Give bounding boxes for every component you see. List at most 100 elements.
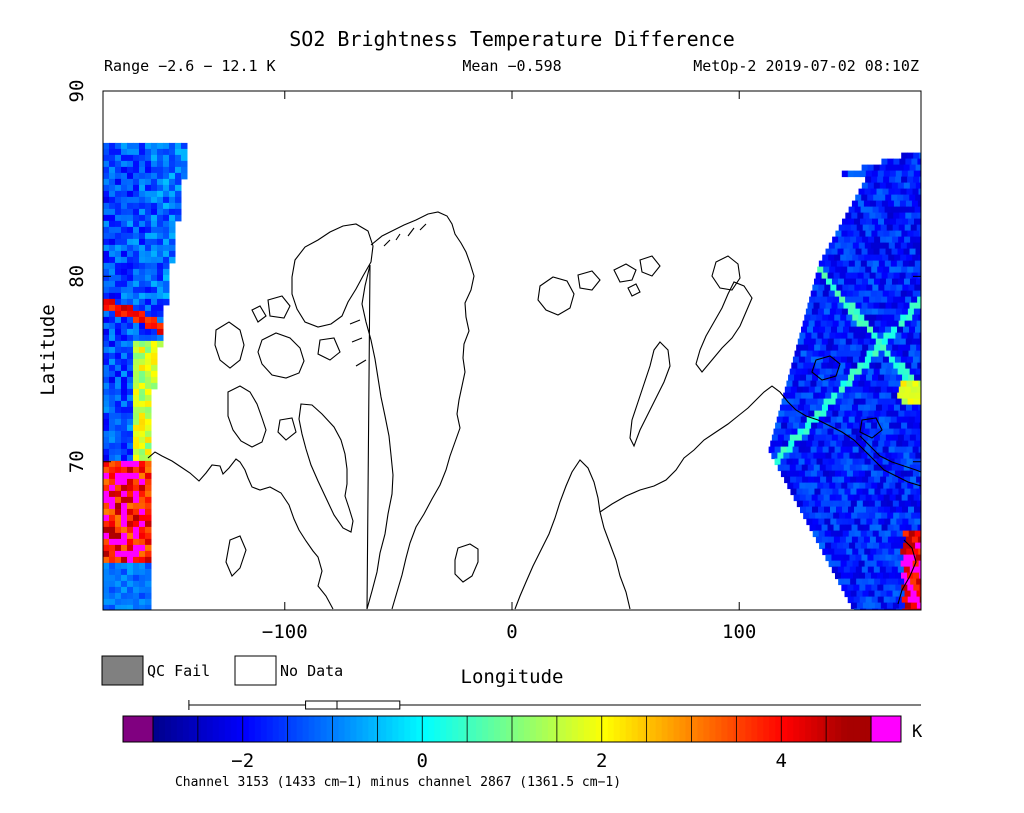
swath-cell (133, 550, 140, 558)
swath-cell (905, 428, 912, 436)
swath-cell (831, 278, 839, 286)
swath-cell (871, 494, 879, 502)
swath-cell (827, 404, 835, 412)
swath-cell (145, 598, 152, 606)
swath-cell (882, 356, 890, 364)
swath-cell (906, 290, 914, 298)
swath-cell (866, 218, 873, 226)
swath-cell (169, 256, 176, 264)
swath-cell (841, 308, 849, 316)
swath-cell (867, 566, 875, 574)
swath-cell (103, 466, 110, 474)
swath-cell (799, 422, 806, 430)
swath-cell (908, 206, 916, 214)
swath-cell (892, 590, 900, 598)
swath-cell (903, 182, 911, 190)
swath-cell (800, 506, 807, 514)
swath-cell (895, 308, 903, 316)
swath-cell (849, 542, 856, 550)
swath-cell (837, 368, 845, 376)
swath-cell (811, 308, 819, 316)
swath-cell (859, 266, 866, 274)
swath-cell (828, 470, 836, 478)
swath-cell (859, 332, 866, 340)
swath-cell (169, 142, 176, 150)
swath-cell (916, 488, 921, 496)
swath-cell (133, 220, 140, 228)
swath-cell (145, 586, 152, 594)
swath-cell (846, 560, 854, 568)
swath-cell (902, 350, 910, 358)
swath-cell (863, 338, 871, 346)
swath-cell (912, 380, 919, 388)
swath-cell (869, 512, 876, 520)
swath-cell (810, 458, 818, 466)
swath-cell (858, 470, 866, 478)
swath-cell (873, 326, 880, 334)
swath-cell (825, 248, 833, 256)
swath-cell (801, 392, 808, 400)
swath-cell (917, 512, 921, 520)
swath-cell (103, 448, 110, 456)
swath-cell (121, 532, 128, 540)
swath-cell (913, 308, 921, 316)
swath-cell (157, 166, 164, 174)
swath-cell (145, 532, 152, 540)
swath-cell (157, 316, 164, 324)
swath-cell (862, 410, 869, 418)
swath-cell (806, 440, 813, 448)
swath-cell (115, 364, 122, 372)
swath-cell (849, 302, 856, 310)
swath-cell (788, 416, 796, 424)
swath-cell (865, 230, 872, 238)
swath-cell (115, 484, 122, 492)
swath-cell (109, 412, 116, 420)
swath-cell (822, 356, 830, 364)
swath-cell (121, 574, 128, 582)
swath-cell (873, 278, 881, 286)
swath-cell (909, 248, 917, 256)
swath-cell (872, 440, 879, 448)
swath-cell (857, 536, 865, 544)
swath-cell (163, 298, 170, 306)
swath-cell (865, 584, 872, 592)
swath-cell (862, 602, 870, 610)
swath-cell (151, 214, 158, 222)
coastline-scandinavia (514, 459, 631, 610)
swath-cell (862, 488, 869, 496)
swath-cell (896, 506, 903, 514)
swath-cell (898, 410, 905, 418)
swath-cell (843, 392, 850, 400)
swath-cell (109, 154, 116, 162)
swath-cell (800, 374, 807, 382)
swath-cell (894, 290, 902, 298)
swath-cell (875, 212, 882, 220)
swath-cell (903, 554, 910, 562)
swath-cell (794, 374, 801, 382)
swath-cell (907, 230, 914, 238)
swath-cell (897, 302, 904, 310)
swath-cell (888, 560, 896, 568)
swath-cell (901, 266, 908, 274)
swath-cell (163, 244, 170, 252)
swath-cell (859, 494, 867, 502)
swath-cell (848, 506, 855, 514)
swath-cell (897, 434, 905, 442)
swath-cell (821, 296, 828, 304)
swath-cell (121, 400, 128, 408)
swath-cell (133, 256, 140, 264)
swath-cell (856, 488, 863, 496)
swath-cell (139, 238, 146, 246)
swath-cell (880, 344, 887, 352)
swath-cell (816, 290, 824, 298)
swath-cell (811, 422, 818, 430)
swath-cell (115, 310, 122, 318)
swath-cell (854, 518, 861, 526)
swath-cell (840, 572, 848, 580)
swath-cell (829, 494, 837, 502)
swath-cell (851, 404, 859, 412)
swath-cell (914, 260, 921, 268)
swath-cell (121, 508, 128, 516)
swath-cell (848, 206, 856, 214)
